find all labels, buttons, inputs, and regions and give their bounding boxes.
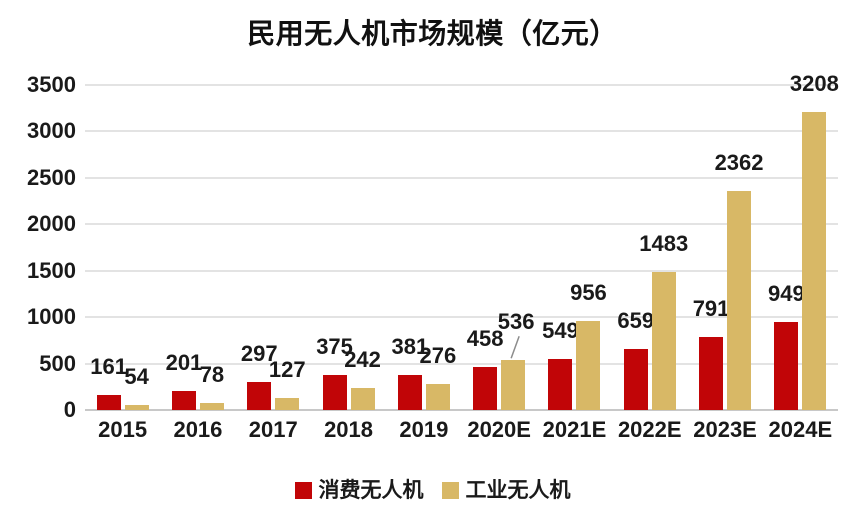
bar-consumer bbox=[623, 348, 648, 410]
data-label: 3208 bbox=[789, 71, 839, 97]
x-axis-category-label: 2016 bbox=[173, 417, 223, 442]
gridline bbox=[85, 223, 838, 226]
data-label: 1483 bbox=[639, 231, 689, 257]
bar-consumer bbox=[397, 374, 422, 410]
x-axis-line bbox=[85, 409, 838, 411]
x-axis-category-label: 2019 bbox=[399, 417, 449, 442]
bar-consumer bbox=[96, 395, 121, 410]
bar-industrial bbox=[350, 387, 375, 410]
data-label: 659 bbox=[617, 307, 655, 333]
data-label: 375 bbox=[316, 334, 353, 360]
bar-consumer bbox=[322, 375, 347, 410]
y-axis-tick-label: 2000 bbox=[27, 211, 76, 237]
y-axis-tick-label: 500 bbox=[39, 350, 76, 376]
gridline bbox=[85, 176, 838, 179]
x-axis-category-label: 2017 bbox=[248, 417, 298, 442]
data-label: 458 bbox=[466, 326, 504, 352]
y-axis-tick-label: 2500 bbox=[27, 164, 76, 190]
bar-industrial bbox=[501, 360, 526, 410]
bar-consumer bbox=[473, 367, 498, 410]
bar-consumer bbox=[699, 336, 724, 410]
data-label: 949 bbox=[767, 280, 805, 306]
data-label: 54 bbox=[124, 363, 149, 389]
legend-item-consumer: 消费无人机 bbox=[294, 478, 424, 502]
chart-title: 民用无人机市场规模（亿元） bbox=[247, 18, 618, 49]
x-axis-category-label: 2022E bbox=[617, 417, 682, 442]
data-label: 2362 bbox=[714, 149, 764, 175]
gridline bbox=[85, 362, 838, 365]
y-axis-tick-label: 3500 bbox=[27, 72, 76, 97]
bar-industrial bbox=[651, 272, 676, 410]
bar-consumer bbox=[171, 391, 196, 410]
bar-industrial bbox=[275, 398, 300, 410]
legend-label: 工业无人机 bbox=[465, 478, 571, 502]
legend: 消费无人机 工业无人机 bbox=[0, 477, 865, 503]
gridline bbox=[85, 269, 838, 272]
bar-industrial bbox=[199, 402, 224, 410]
bar-consumer bbox=[548, 359, 573, 410]
bar-industrial bbox=[802, 112, 827, 410]
data-label: 381 bbox=[391, 333, 429, 359]
legend-swatch-industrial bbox=[441, 481, 459, 499]
data-label: 242 bbox=[344, 346, 381, 372]
data-label: 276 bbox=[419, 343, 457, 369]
x-axis-category-label: 2018 bbox=[324, 417, 374, 442]
bar-industrial bbox=[425, 384, 450, 410]
y-axis-tick-label: 1500 bbox=[27, 257, 76, 283]
data-label: 127 bbox=[268, 357, 306, 383]
x-axis-category-label: 2015 bbox=[98, 417, 148, 442]
y-axis-tick-label: 3000 bbox=[27, 118, 76, 144]
y-axis-tick-label: 0 bbox=[63, 397, 76, 422]
gridline bbox=[85, 84, 838, 86]
bar-industrial bbox=[576, 321, 601, 410]
y-axis-tick-label: 1000 bbox=[27, 304, 76, 330]
data-label: 78 bbox=[199, 361, 225, 387]
legend-label: 消费无人机 bbox=[318, 478, 424, 502]
data-label: 549 bbox=[542, 318, 579, 344]
legend-swatch-consumer bbox=[294, 481, 312, 499]
data-label: 297 bbox=[240, 341, 278, 367]
x-axis-category-label: 2024E bbox=[768, 417, 833, 442]
bar-consumer bbox=[247, 382, 272, 410]
legend-item-industrial: 工业无人机 bbox=[441, 478, 571, 502]
bar-industrial bbox=[727, 190, 752, 410]
data-label: 536 bbox=[497, 309, 535, 335]
bar-consumer bbox=[774, 321, 799, 410]
bar-industrial bbox=[124, 404, 149, 410]
x-axis-category-label: 2023E bbox=[693, 417, 757, 442]
x-axis-category-label: 2020E bbox=[467, 417, 531, 442]
gridline bbox=[85, 130, 838, 133]
gridline bbox=[85, 316, 838, 319]
data-label: 956 bbox=[570, 280, 607, 306]
data-label: 201 bbox=[165, 350, 203, 376]
data-label: 161 bbox=[90, 354, 127, 380]
x-axis-category-label: 2021E bbox=[542, 417, 607, 442]
data-label: 791 bbox=[692, 295, 730, 321]
